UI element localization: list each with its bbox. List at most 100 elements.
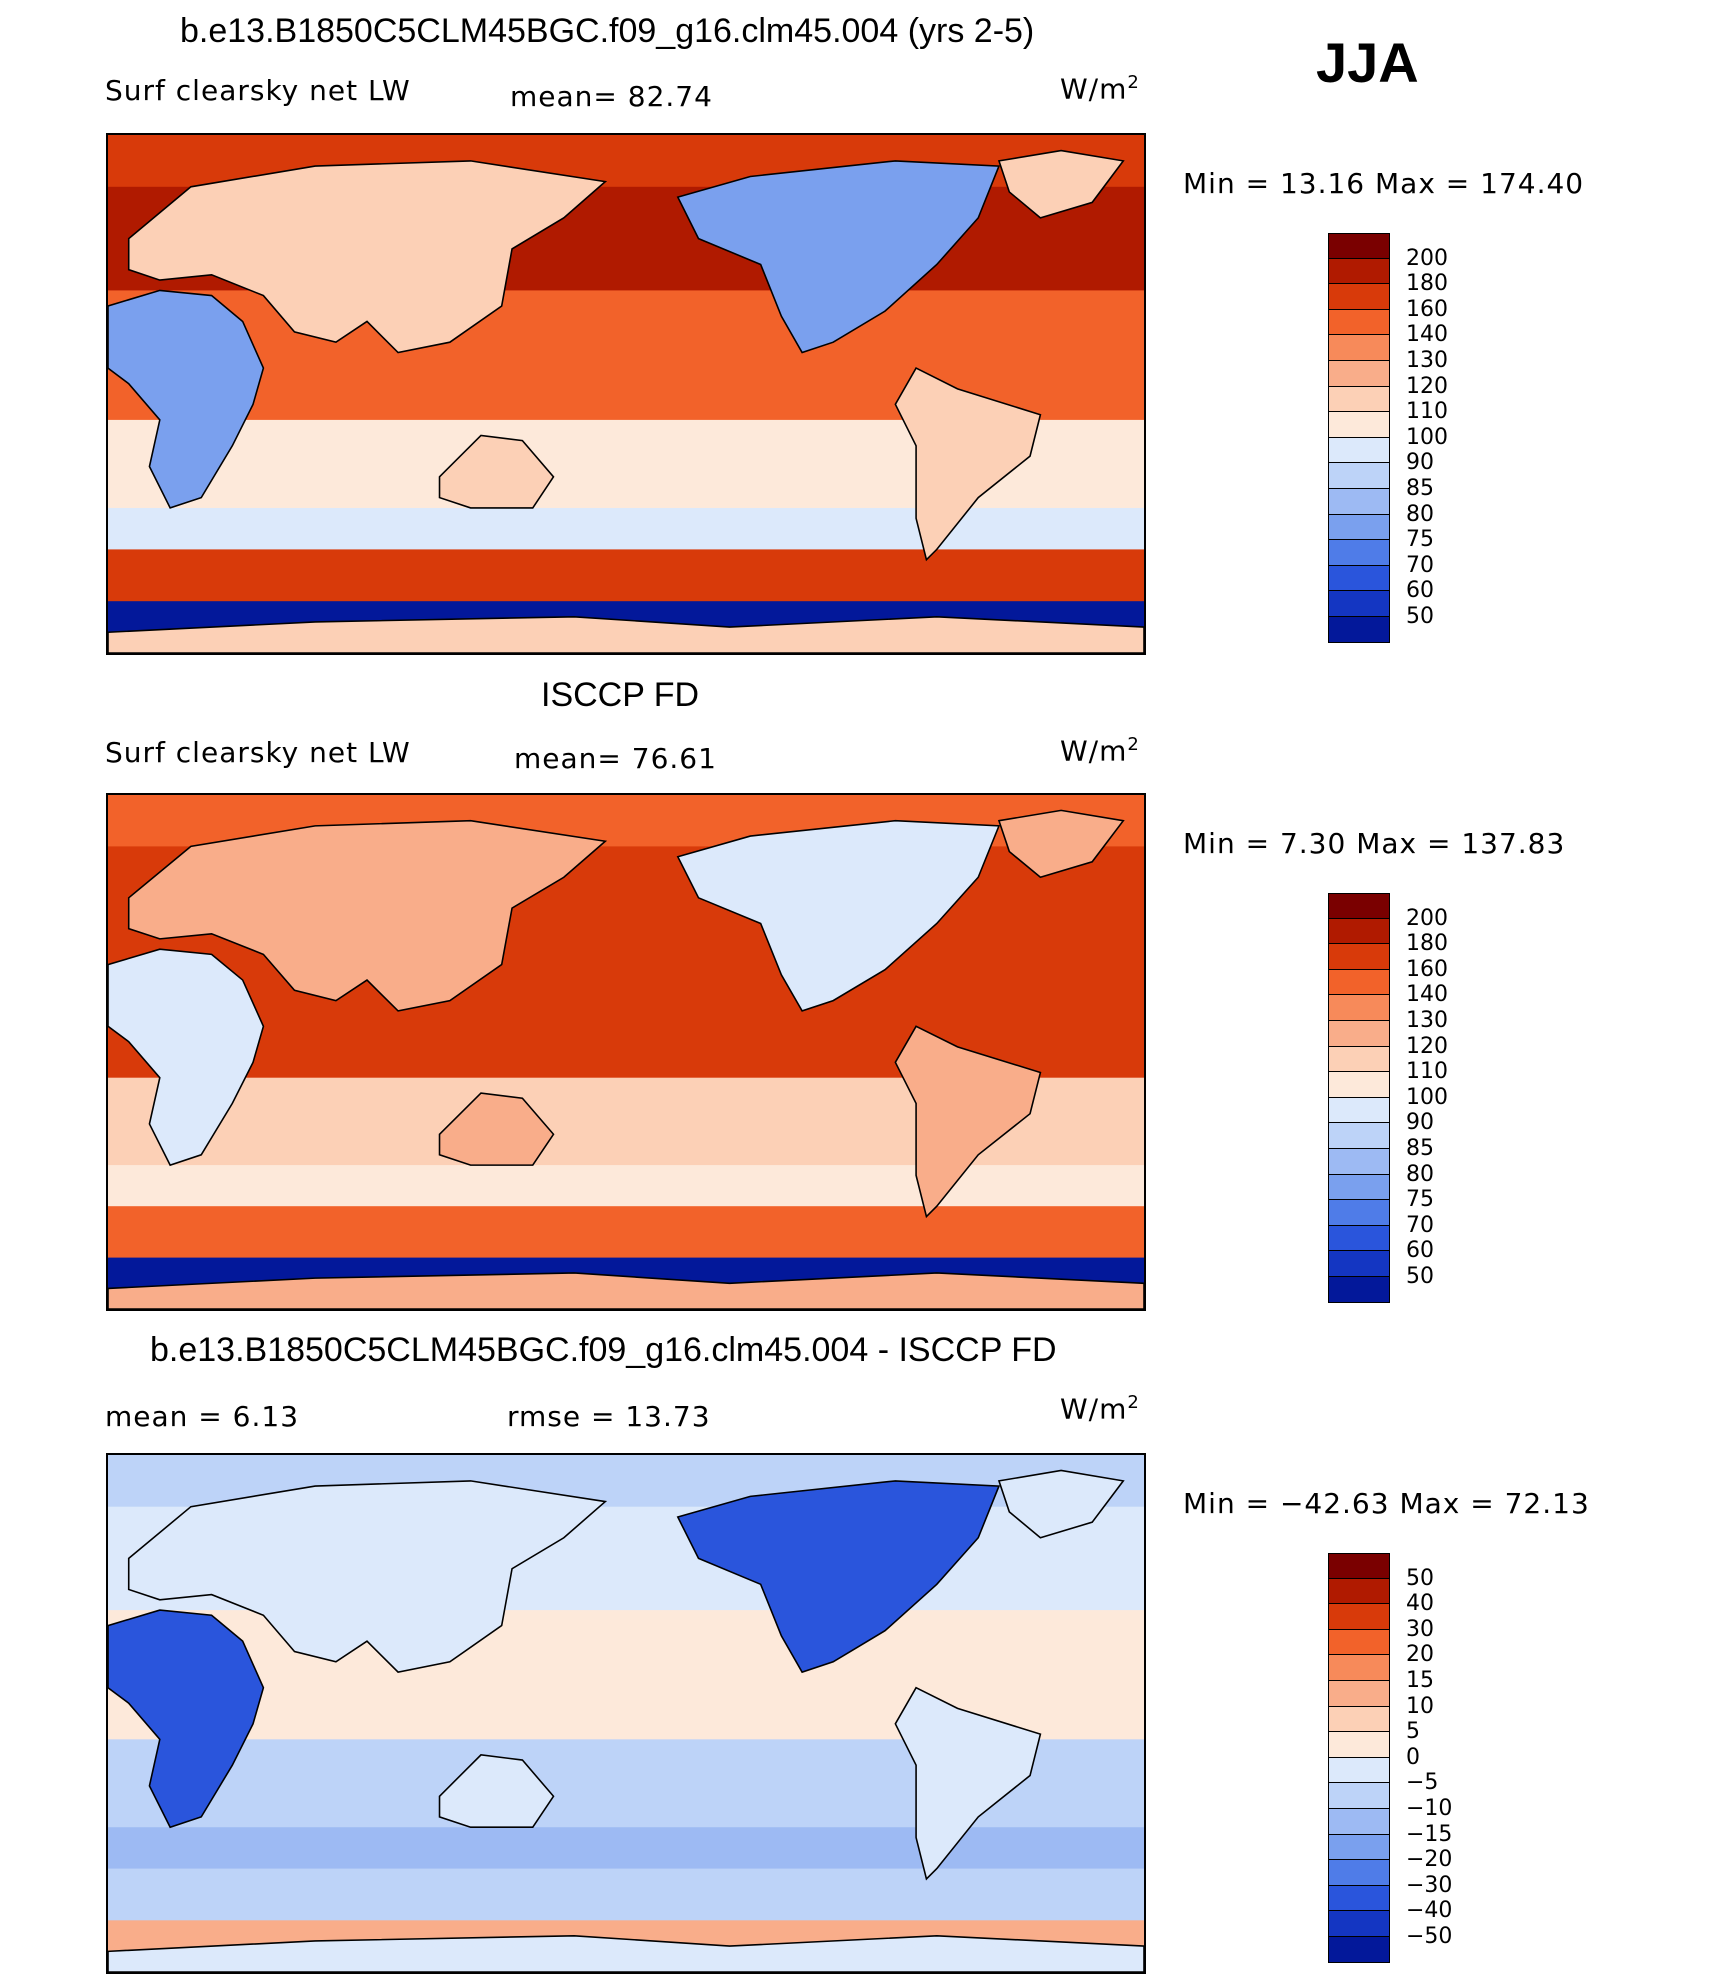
coastline: [894, 1025, 1042, 1219]
coastline: [108, 289, 265, 509]
panel1-map-field: [108, 135, 1144, 653]
colorbar-tick-label: 60: [1406, 1238, 1434, 1264]
colorbar-swatch: [1328, 1020, 1390, 1047]
panel2-minmax-label: Min = 7.30 Max = 137.83: [1183, 827, 1566, 860]
coastline: [894, 1686, 1042, 1881]
field-band: [108, 507, 1144, 551]
colorbar-swatch: [1328, 540, 1390, 566]
panel3-units-label: W/m2: [1060, 1392, 1140, 1426]
colorbar-swatch: [1328, 1251, 1390, 1277]
colorbar-swatch: [1328, 893, 1390, 919]
colorbar-tick-label: −20: [1406, 1847, 1453, 1873]
coastline: [127, 819, 608, 1012]
panel3-colorbar: 50 40 30 20 15 10 5 0 −5 −10 −15 −20 −30 −40 −50: [1328, 1553, 1452, 1963]
colorbar-swatch: [1328, 1860, 1390, 1886]
colorbar-tick-label: 80: [1406, 1161, 1434, 1187]
field-band: [108, 1868, 1144, 1922]
colorbar-swatch: [1328, 233, 1390, 259]
colorbar-tick-label: 130: [1406, 348, 1448, 373]
panel1-mean-label: mean= 82.74: [510, 80, 713, 113]
colorbar-swatch: [1328, 284, 1390, 310]
colorbar-tick-label: 20: [1406, 1642, 1434, 1668]
colorbar-swatch: [1328, 1808, 1390, 1835]
coastline: [438, 1754, 555, 1829]
panel3-mean-label: mean = 6.13: [105, 1400, 300, 1433]
colorbar-swatch: [1328, 412, 1390, 438]
colorbar-swatch: [1328, 488, 1390, 515]
colorbar-swatch: [1328, 995, 1390, 1021]
colorbar-swatch: [1328, 463, 1390, 489]
coastline: [997, 1469, 1125, 1539]
coastline: [997, 809, 1125, 879]
panel1-map: [106, 133, 1146, 655]
colorbar-tick-label: 140: [1406, 322, 1448, 348]
panel2-variable-label: Surf clearsky net LW: [105, 736, 411, 769]
colorbar-swatch: [1328, 1732, 1390, 1758]
coastline: [676, 160, 1001, 354]
colorbar-swatch: [1328, 335, 1390, 361]
panel2-mean-label: mean= 76.61: [514, 742, 717, 775]
colorbar-tick-label: 160: [1406, 956, 1448, 982]
field-band: [108, 1165, 1144, 1208]
colorbar-swatch: [1328, 969, 1390, 996]
colorbar-tick-label: 70: [1406, 552, 1434, 578]
colorbar-tick-label: 50: [1406, 604, 1434, 629]
colorbar-tick-label: 80: [1406, 501, 1434, 527]
colorbar-tick-label: −15: [1406, 1821, 1453, 1847]
field-band: [108, 1827, 1144, 1870]
colorbar-tick-label: 50: [1406, 1565, 1434, 1591]
colorbar-tick-label: 40: [1406, 1591, 1434, 1617]
colorbar-swatch: [1328, 1123, 1390, 1149]
panel1-title: b.e13.B1850C5CLM45BGC.f09_g16.clm45.004 …: [180, 12, 1035, 50]
colorbar-swatch: [1328, 309, 1390, 336]
colorbar-tick-label: 200: [1406, 905, 1448, 931]
coastline: [997, 149, 1125, 219]
colorbar-tick-label: 140: [1406, 982, 1448, 1008]
colorbar-tick-label: 200: [1406, 245, 1448, 271]
colorbar-tick-label: 100: [1406, 1084, 1448, 1110]
colorbar-tick-label: 70: [1406, 1212, 1434, 1238]
colorbar-tick-label: 130: [1406, 1008, 1448, 1033]
colorbar-swatch: [1328, 1225, 1390, 1252]
season-label: JJA: [1316, 31, 1419, 94]
colorbar-swatch: [1328, 1174, 1390, 1201]
panel3-map-field: [108, 1455, 1144, 1972]
colorbar-tick-label: 85: [1406, 1136, 1434, 1161]
coastline: [676, 1480, 1001, 1674]
coastline: [438, 434, 555, 509]
coastline: [108, 615, 1144, 653]
colorbar-tick-label: 15: [1406, 1668, 1434, 1693]
colorbar-tick-label: 50: [1406, 1264, 1434, 1289]
panel3-rmse-label: rmse = 13.73: [507, 1400, 711, 1433]
colorbar-swatch: [1328, 1097, 1390, 1124]
field-band: [108, 1206, 1144, 1259]
panel2-title: ISCCP FD: [541, 676, 700, 714]
colorbar-tick-label: 90: [1406, 450, 1434, 476]
panel2-map: [106, 793, 1146, 1311]
colorbar-swatch: [1328, 1578, 1390, 1605]
colorbar-swatch: [1328, 1148, 1390, 1175]
coastline: [127, 160, 608, 354]
coastline: [108, 1272, 1144, 1309]
colorbar-tick-label: 30: [1406, 1616, 1434, 1642]
colorbar-tick-label: 120: [1406, 373, 1448, 399]
panel2-colorbar: 200 180 160 140 130 120 110 100 90 85 80 75 70 60 50: [1328, 893, 1448, 1303]
colorbar-tick-label: 10: [1406, 1693, 1434, 1719]
coastline: [127, 1480, 608, 1673]
colorbar-swatch: [1328, 1072, 1390, 1098]
colorbar-swatch: [1328, 944, 1390, 970]
coastline: [894, 367, 1042, 562]
colorbar-swatch: [1328, 360, 1390, 387]
panel1-units-label: W/m2: [1060, 72, 1140, 106]
colorbar-tick-label: 0: [1406, 1744, 1420, 1770]
colorbar-swatch: [1328, 258, 1390, 285]
coastline: [438, 1092, 555, 1166]
colorbar-tick-label: 110: [1406, 1059, 1448, 1085]
field-band: [108, 549, 1144, 603]
colorbar-swatch: [1328, 591, 1390, 617]
colorbar-swatch: [1328, 1046, 1390, 1073]
panel1-variable-label: Surf clearsky net LW: [105, 74, 411, 107]
colorbar-swatch: [1328, 1706, 1390, 1733]
panel1-minmax-label: Min = 13.16 Max = 174.40: [1183, 167, 1585, 200]
panel3-title: b.e13.B1850C5CLM45BGC.f09_g16.clm45.004 …: [150, 1331, 1057, 1369]
